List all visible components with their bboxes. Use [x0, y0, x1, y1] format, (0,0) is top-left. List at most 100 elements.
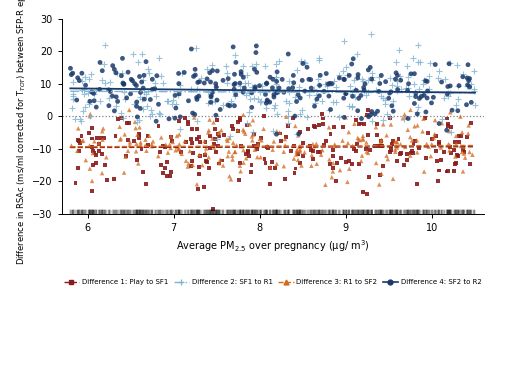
Point — [315, 149, 324, 155]
Point — [345, 158, 353, 164]
Point — [354, 135, 362, 141]
Point — [98, 151, 106, 157]
Point — [74, 165, 82, 171]
Point — [393, 144, 401, 150]
Point — [352, 117, 360, 123]
Point — [266, 165, 274, 171]
Point — [296, 58, 305, 64]
Point — [289, 115, 297, 121]
Point — [188, 158, 196, 164]
Point — [146, 113, 154, 119]
Point — [86, 111, 94, 117]
Point — [84, 91, 92, 96]
Point — [407, 150, 415, 156]
Point — [153, 73, 161, 79]
Point — [325, 124, 333, 130]
Point — [271, 165, 279, 171]
Point — [345, 129, 353, 135]
Point — [389, 138, 397, 144]
Point — [420, 77, 429, 83]
Point — [332, 178, 340, 184]
Point — [446, 91, 454, 96]
Point — [253, 154, 262, 160]
Point — [354, 71, 362, 77]
Point — [187, 126, 196, 132]
Point — [193, 96, 201, 102]
Point — [414, 59, 422, 65]
Point — [284, 120, 292, 126]
Point — [438, 116, 446, 122]
Point — [194, 94, 202, 100]
Point — [159, 170, 167, 176]
Point — [464, 62, 472, 68]
Point — [299, 140, 307, 146]
Point — [88, 144, 96, 150]
Point — [454, 108, 462, 114]
Point — [263, 97, 271, 103]
Point — [142, 181, 151, 187]
Point — [372, 87, 380, 93]
Point — [157, 73, 165, 79]
Point — [133, 114, 141, 120]
Point — [303, 114, 311, 120]
Point — [254, 96, 262, 102]
Point — [195, 171, 203, 177]
Point — [360, 87, 368, 93]
Point — [182, 158, 190, 164]
Point — [71, 180, 79, 186]
Point — [205, 127, 213, 133]
Point — [188, 140, 196, 146]
Point — [239, 74, 247, 80]
Point — [219, 77, 227, 83]
Point — [371, 143, 379, 149]
Point — [88, 89, 96, 95]
Point — [133, 119, 141, 125]
Point — [246, 96, 254, 102]
Point — [412, 94, 420, 99]
Point — [273, 88, 281, 94]
Point — [315, 93, 324, 99]
Point — [309, 148, 317, 154]
Point — [310, 103, 318, 109]
Point — [175, 81, 183, 87]
Point — [137, 140, 145, 145]
Point — [152, 94, 160, 99]
Point — [386, 76, 394, 82]
Point — [187, 136, 196, 142]
Point — [350, 121, 358, 127]
Point — [193, 86, 201, 92]
Point — [382, 153, 391, 159]
Point — [431, 117, 439, 123]
Point — [86, 113, 94, 119]
Point — [144, 70, 153, 76]
Point — [426, 153, 435, 159]
Point — [291, 165, 300, 171]
Point — [459, 144, 467, 150]
Point — [133, 157, 141, 163]
Point — [443, 91, 452, 97]
Point — [326, 161, 334, 167]
Point — [193, 95, 201, 101]
Point — [324, 81, 332, 87]
Point — [125, 107, 133, 113]
Point — [165, 142, 174, 148]
Point — [361, 146, 370, 152]
Point — [339, 124, 347, 130]
Point — [291, 113, 299, 119]
Point — [197, 74, 205, 80]
Point — [425, 86, 433, 92]
Point — [284, 113, 292, 119]
Point — [293, 147, 302, 153]
Point — [379, 117, 387, 123]
Point — [257, 135, 265, 141]
Point — [377, 93, 385, 99]
Point — [422, 141, 431, 147]
Point — [358, 76, 367, 82]
Point — [86, 142, 94, 148]
Point — [77, 133, 86, 139]
Point — [364, 191, 372, 197]
Point — [242, 151, 250, 157]
Point — [428, 141, 436, 147]
Point — [133, 141, 141, 147]
Point — [452, 102, 460, 108]
